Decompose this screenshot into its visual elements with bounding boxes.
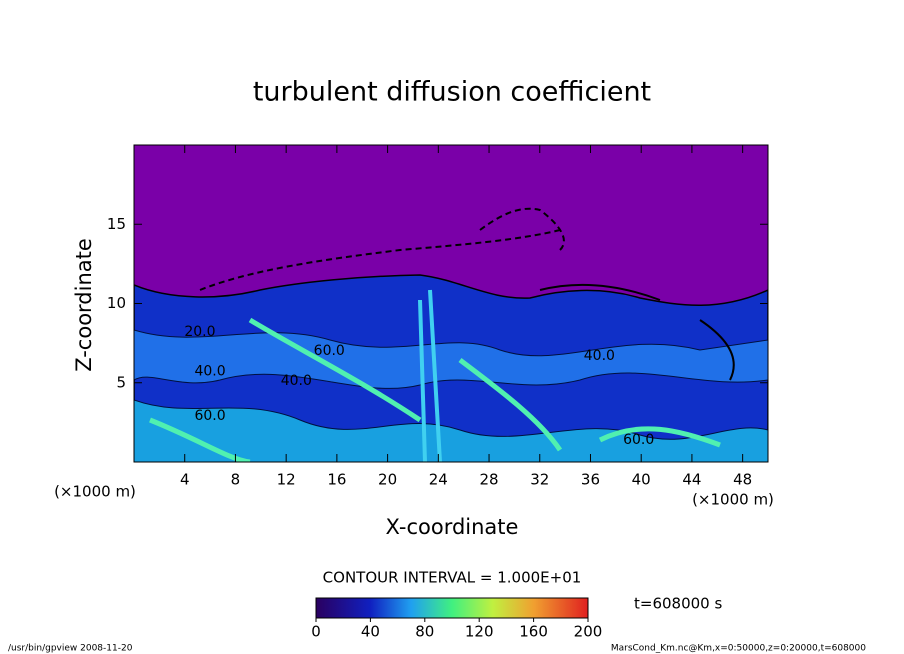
contour-label: 40.0	[194, 364, 225, 380]
contour-label: 40.0	[584, 348, 615, 364]
y-tick-label: 15	[107, 215, 126, 233]
time-label: t=608000 s	[634, 595, 722, 613]
colorbar	[315, 597, 589, 619]
contour-label: 20.0	[184, 324, 215, 340]
x-tick-label: 4	[180, 471, 190, 489]
chart-title: turbulent diffusion coefficient	[253, 77, 651, 108]
x-axis-label: X-coordinate	[386, 515, 519, 539]
footer-left: /usr/bin/gpview 2008-11-20	[8, 644, 133, 654]
contour-label: 60.0	[623, 432, 654, 448]
contour-label: 60.0	[194, 408, 225, 424]
x-tick-label: 28	[479, 471, 498, 489]
colorbar-tick-label: 120	[465, 623, 494, 641]
y-tick-label: 10	[107, 294, 126, 312]
footer-right: MarsCond_Km.nc@Km,x=0:50000,z=0:20000,t=…	[611, 644, 866, 654]
colorbar-tick-label: 40	[361, 623, 380, 641]
colorbar-tick-label: 200	[574, 623, 603, 641]
colorbar-tick-label: 0	[311, 623, 321, 641]
x-tick-label: 36	[581, 471, 600, 489]
x-tick-label: 20	[378, 471, 397, 489]
x-unit-label: (×1000 m)	[692, 491, 774, 509]
x-tick-label: 24	[429, 471, 448, 489]
x-tick-label: 12	[277, 471, 296, 489]
x-tick-label: 40	[632, 471, 651, 489]
x-tick-label: 44	[682, 471, 701, 489]
contour-label: 40.0	[281, 373, 312, 389]
colorbar-tick-label: 80	[415, 623, 434, 641]
x-tick-label: 32	[530, 471, 549, 489]
x-tick-label: 48	[733, 471, 752, 489]
x-tick-label: 8	[231, 471, 241, 489]
contour-interval: CONTOUR INTERVAL = 1.000E+01	[323, 569, 582, 587]
x-tick-label: 16	[327, 471, 346, 489]
y-unit-label: (×1000 m)	[54, 483, 136, 501]
y-tick-label: 5	[116, 373, 126, 391]
contour-label: 60.0	[314, 343, 345, 359]
colorbar-tick-label: 160	[519, 623, 548, 641]
y-axis-label: Z-coordinate	[72, 238, 96, 372]
field	[134, 145, 768, 462]
